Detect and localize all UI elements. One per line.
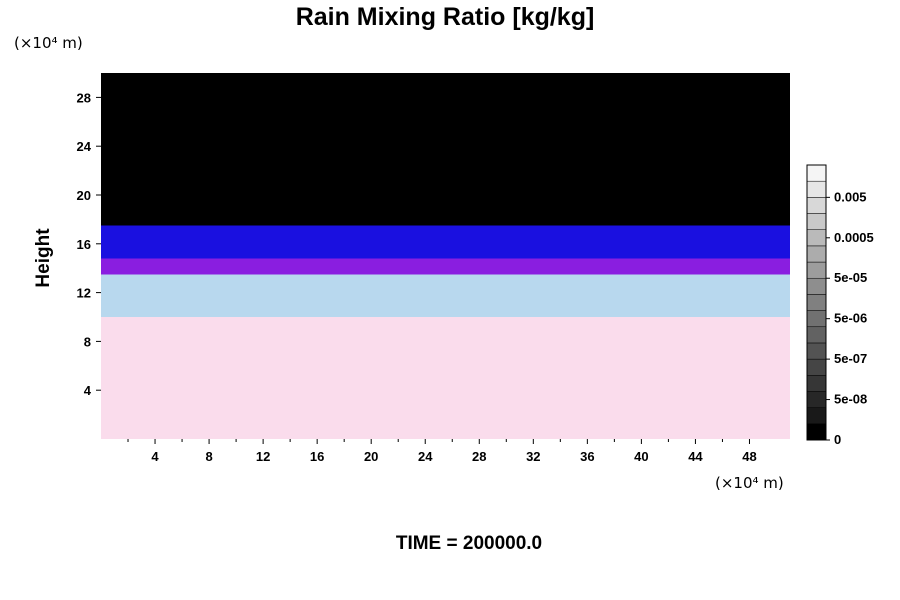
x-tick-label: 16: [310, 449, 324, 464]
y-tick-label: 16: [77, 237, 91, 252]
colorbar: 0 5e-08 5e-07 5e-06 5e-05 0.0005 0.005: [806, 164, 874, 447]
colorbar-label: 0.005: [834, 189, 867, 204]
x-tick-label: 32: [526, 449, 540, 464]
x-tick-label: 24: [418, 449, 433, 464]
colorbar-label: 5e-05: [834, 270, 867, 285]
y-tick-label: 12: [77, 286, 91, 301]
y-axis-label: Height: [33, 228, 54, 288]
colorbar-level: [806, 180, 827, 198]
colorbar-label: 5e-06: [834, 311, 867, 326]
colorbar-level: [806, 261, 827, 279]
colorbar-level: [806, 245, 827, 263]
colorbar-level: [806, 375, 827, 392]
y-tick-label: 4: [84, 383, 92, 398]
colorbar-level: [806, 310, 827, 328]
rain-field: [101, 73, 790, 439]
colorbar-label: 0.0005: [834, 230, 874, 245]
colorbar-level: [806, 197, 827, 214]
y-tick-label: 20: [77, 188, 91, 203]
colorbar-level: [806, 294, 827, 311]
x-tick-label: 8: [205, 449, 212, 464]
colorbar-level: [806, 277, 827, 295]
chart-title: Rain Mixing Ratio [kg/kg]: [296, 3, 595, 31]
colorbar-level: [806, 358, 827, 376]
colorbar-level: [806, 423, 827, 441]
colorbar-label: 0: [834, 432, 841, 447]
colorbar-level: [806, 407, 827, 425]
colorbar-level: [806, 164, 827, 182]
y-tick-label: 24: [77, 139, 92, 154]
x-axis: 4 8 12 16 20 24 28 32 36 40 44 48: [127, 439, 757, 464]
x-tick-label: 40: [634, 449, 648, 464]
x-tick-label: 44: [688, 449, 703, 464]
x-unit-label: (×10⁴ m): [715, 474, 784, 492]
y-tick-label: 28: [77, 90, 91, 105]
x-tick-label: 4: [151, 449, 159, 464]
y-tick-label: 8: [84, 334, 91, 349]
y-axis: 4 8 12 16 20 24 28: [77, 90, 101, 398]
colorbar-frame: [806, 164, 827, 441]
colorbar-level: [806, 391, 827, 408]
colorbar-level: [806, 326, 827, 344]
colorbar-label: 5e-08: [834, 392, 867, 407]
colorbar-level: [806, 342, 827, 360]
x-tick-label: 28: [472, 449, 486, 464]
x-tick-label: 12: [256, 449, 270, 464]
y-unit-label: (×10⁴ m): [14, 34, 83, 52]
x-tick-label: 36: [580, 449, 594, 464]
x-tick-label: 48: [742, 449, 756, 464]
colorbar-level: [806, 229, 827, 247]
colorbar-level: [806, 213, 827, 230]
x-tick-label: 20: [364, 449, 378, 464]
colorbar-label: 5e-07: [834, 351, 867, 366]
time-footer: TIME = 200000.0: [396, 533, 542, 554]
